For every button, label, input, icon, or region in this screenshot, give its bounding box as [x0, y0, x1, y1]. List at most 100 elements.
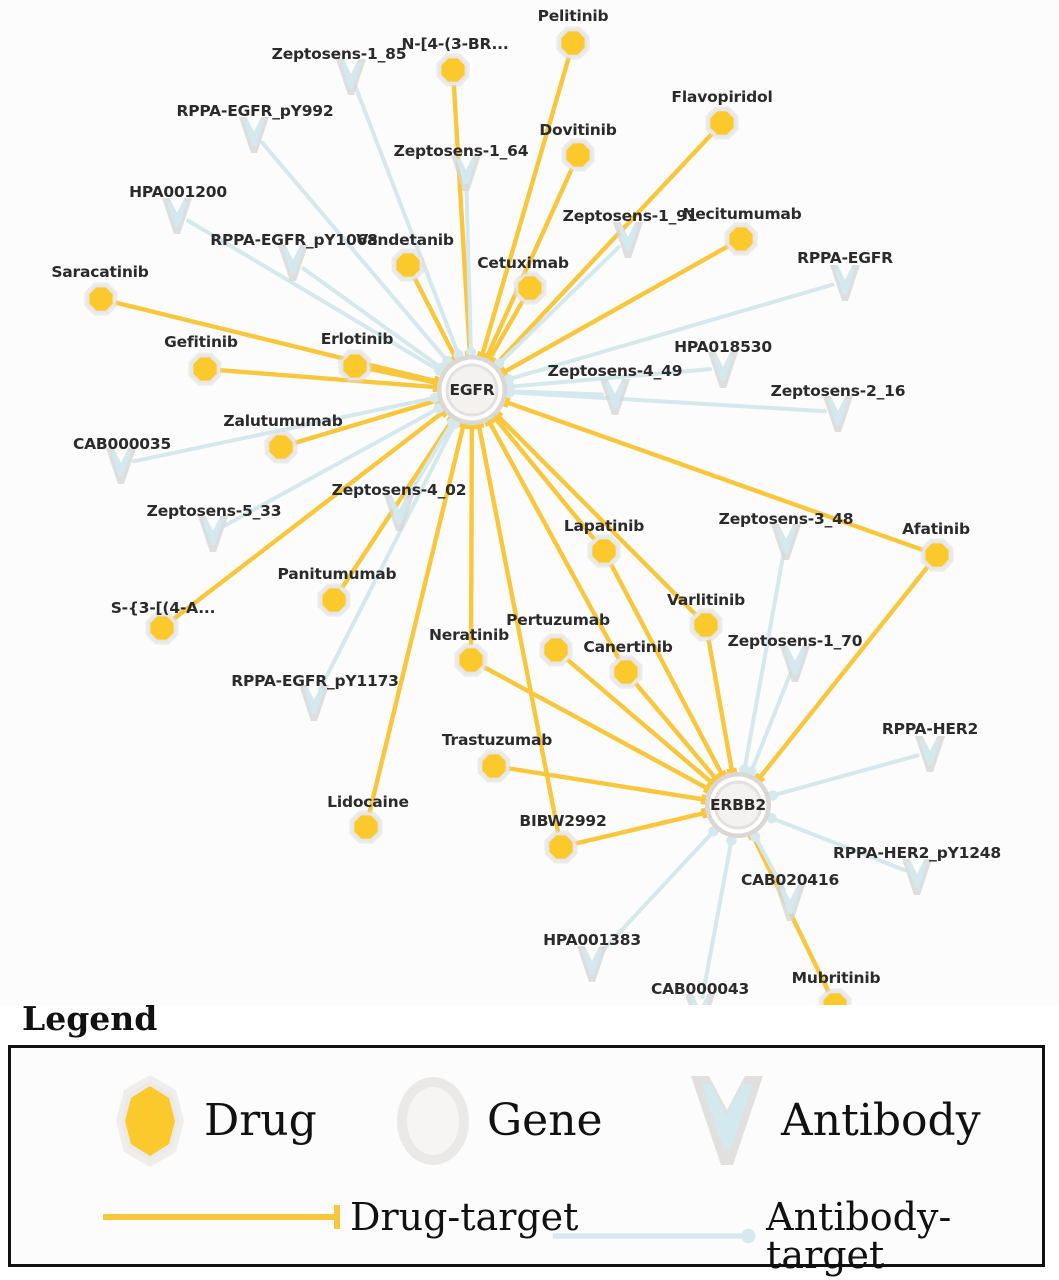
legend-item-drug: Drug: [106, 1070, 317, 1172]
drug-target-edge: [609, 563, 724, 776]
antibody-node[interactable]: [915, 736, 945, 772]
drug-target-edge-cap: [493, 411, 504, 422]
drug-target-edge: [575, 810, 705, 846]
legend-panel: Legend Drug Gene Antibody: [0, 999, 1059, 1280]
gene-node[interactable]: [705, 772, 771, 838]
drug-node[interactable]: [391, 248, 425, 282]
antibody-node[interactable]: [336, 59, 366, 95]
antibody-target-edge: [464, 181, 473, 355]
drug-node[interactable]: [477, 749, 511, 783]
drug-target-edge: [412, 277, 458, 359]
drug-target-edge: [485, 167, 574, 358]
drug-target-edge-cap: [457, 422, 469, 430]
antibody-target-edge: [506, 282, 835, 382]
gene-node[interactable]: [437, 355, 507, 425]
drug-target-edge-cap: [484, 353, 496, 363]
drug-target-edge: [488, 299, 525, 359]
drug-target-edge-cap: [754, 772, 766, 783]
antibody-target-edge: [497, 245, 621, 366]
antibody-target-edge-cap: [504, 387, 516, 398]
antibody-node[interactable]: [823, 396, 853, 432]
legend-label-drug-target: Drug-target: [350, 1195, 579, 1239]
antibody-target-edge-cap: [465, 346, 477, 358]
network-diagram: Pelitinib N-[4-(3-BR... Flavopiridol Doviti…: [51, 7, 1002, 1006]
antibody-target-edge: [186, 218, 442, 373]
drug-target-edge: [706, 639, 735, 771]
antibody-target-edge: [753, 834, 786, 892]
antibody-target-edge: [598, 829, 716, 955]
drug-node[interactable]: [317, 583, 351, 617]
drug-node[interactable]: [705, 106, 739, 140]
drug-target-edge: [633, 682, 718, 780]
antibody-node[interactable]: [451, 155, 481, 191]
antibody-node[interactable]: [685, 994, 715, 1005]
legend-item-drug-target-edge: Drug-target: [101, 1198, 578, 1236]
gene-ring-icon: [397, 1077, 469, 1165]
antibody-node[interactable]: [198, 516, 228, 552]
antibody-target-edge: [317, 421, 457, 692]
drug-node[interactable]: [338, 349, 372, 383]
drug-target-edge-cap: [503, 396, 511, 408]
legend-title: Legend: [22, 999, 158, 1038]
drug-target-edge: [219, 367, 436, 390]
antibody-target-edge: [260, 140, 450, 364]
drug-target-edge-cap: [473, 423, 485, 430]
drug-node[interactable]: [145, 611, 179, 645]
drug-node[interactable]: [264, 430, 298, 464]
network-graph-svg: [84, 26, 954, 1006]
antibody-node[interactable]: [278, 245, 308, 281]
drug-node[interactable]: [587, 534, 621, 568]
antibody-node[interactable]: [239, 117, 269, 153]
antibody-target-edge: [222, 406, 441, 528]
drug-target-edge: [483, 665, 709, 791]
drug-node[interactable]: [561, 138, 595, 172]
drug-node[interactable]: [920, 538, 954, 572]
antibody-node[interactable]: [577, 946, 607, 982]
antibody-node[interactable]: [613, 222, 643, 258]
drug-node[interactable]: [724, 222, 758, 256]
antibody-node[interactable]: [771, 524, 801, 560]
drug-target-edge: [487, 421, 621, 660]
legend-label-drug: Drug: [204, 1095, 317, 1146]
antibody-node[interactable]: [902, 859, 932, 895]
legend-label-antibody: Antibody: [781, 1095, 981, 1146]
drug-node[interactable]: [544, 830, 578, 864]
antibody-target-edge-icon: [552, 1228, 756, 1244]
node-layer: [84, 26, 954, 1006]
drug-node[interactable]: [513, 271, 547, 305]
drug-node[interactable]: [84, 282, 118, 316]
drug-target-edge-cap: [726, 767, 738, 774]
antibody-target-edge: [742, 550, 786, 772]
antibody-node[interactable]: [299, 685, 329, 721]
drug-node[interactable]: [609, 655, 643, 689]
drug-node[interactable]: [818, 988, 852, 1006]
drug-node[interactable]: [436, 53, 470, 87]
antibody-chevron-icon: [691, 1076, 763, 1165]
antibody-node[interactable]: [775, 885, 805, 921]
antibody-target-edge: [749, 672, 793, 774]
drug-node[interactable]: [188, 352, 222, 386]
antibody-node[interactable]: [708, 352, 738, 388]
antibody-node[interactable]: [600, 379, 630, 415]
drug-node[interactable]: [556, 26, 590, 60]
drug-target-edge: [367, 425, 466, 813]
drug-octagon-icon: [116, 1075, 184, 1167]
antibody-node[interactable]: [780, 646, 810, 682]
drug-node[interactable]: [539, 633, 573, 667]
drug-target-edge: [565, 658, 713, 784]
antibody-node[interactable]: [384, 495, 414, 531]
drug-node[interactable]: [689, 608, 723, 642]
antibody-node[interactable]: [162, 198, 192, 234]
drug-node[interactable]: [454, 643, 488, 677]
drug-target-edge: [758, 565, 930, 779]
antibody-node[interactable]: [830, 265, 860, 301]
antibody-target-edge: [769, 816, 907, 873]
drug-target-edge: [476, 425, 561, 833]
drug-target-edge-cap: [710, 773, 721, 784]
drug-node[interactable]: [349, 810, 383, 844]
antibody-target-edge-cap: [726, 835, 737, 846]
legend-item-gene: Gene: [389, 1070, 603, 1172]
drug-target-edge: [506, 400, 924, 553]
antibody-node[interactable]: [106, 448, 136, 484]
edge-layer: [115, 56, 930, 1000]
